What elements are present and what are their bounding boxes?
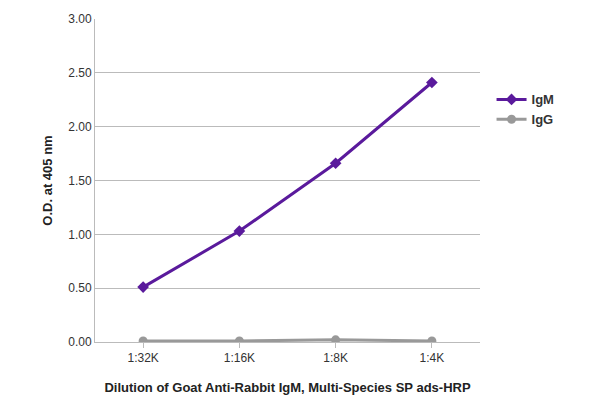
svg-text:Dilution of Goat Anti-Rabbit I: Dilution of Goat Anti-Rabbit IgM, Multi-… bbox=[104, 380, 471, 395]
svg-text:1.50: 1.50 bbox=[68, 174, 92, 188]
svg-text:1:8K: 1:8K bbox=[323, 351, 348, 365]
svg-text:2.00: 2.00 bbox=[68, 120, 92, 134]
svg-text:1:4K: 1:4K bbox=[420, 351, 445, 365]
svg-text:IgG: IgG bbox=[532, 112, 554, 127]
svg-text:O.D. at 405 nm: O.D. at 405 nm bbox=[40, 135, 55, 225]
svg-text:1:32K: 1:32K bbox=[127, 351, 158, 365]
svg-text:3.00: 3.00 bbox=[68, 12, 92, 26]
svg-text:IgM: IgM bbox=[532, 92, 554, 107]
svg-text:1.00: 1.00 bbox=[68, 228, 92, 242]
svg-text:0.50: 0.50 bbox=[68, 281, 92, 295]
svg-text:2.50: 2.50 bbox=[68, 66, 92, 80]
svg-text:0.00: 0.00 bbox=[68, 335, 92, 349]
svg-text:1:16K: 1:16K bbox=[224, 351, 255, 365]
